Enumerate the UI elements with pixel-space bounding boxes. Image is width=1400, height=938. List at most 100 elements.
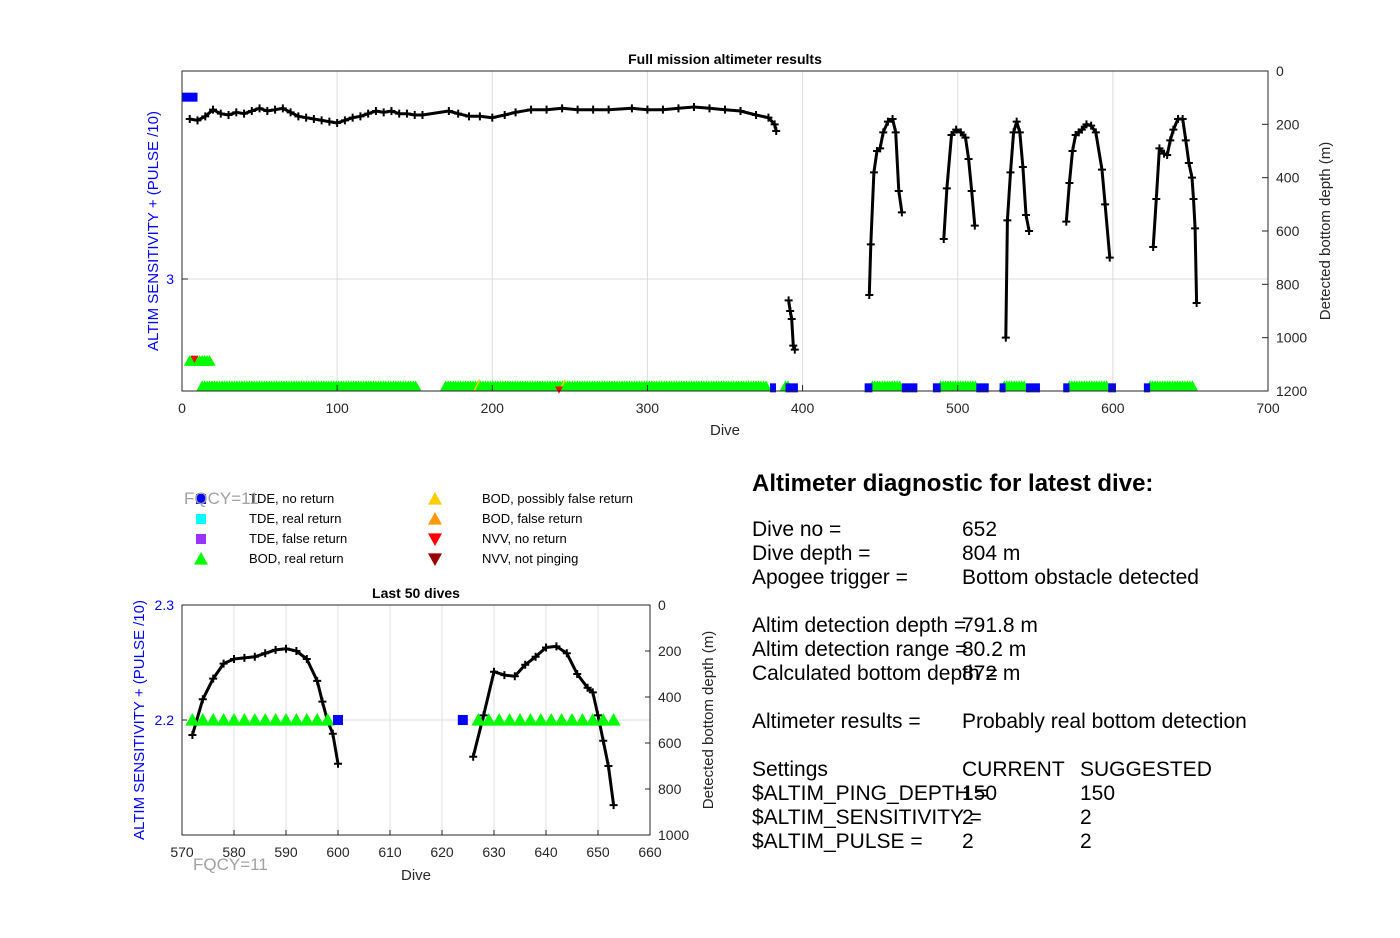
bottom-depth-point [1077,125,1086,134]
bottom-depth-point [1152,195,1161,203]
bod-real-marker [492,713,507,726]
y-tick-label-right: 1200 [1276,383,1307,399]
diagnostic-row: Apogee trigger = Bottom obstacle detected [752,566,1199,590]
legend-label: BOD, real return [249,551,344,566]
bottom-depth-point [475,112,484,121]
tde-no-return-marker [769,383,776,393]
bod-real-marker [554,713,569,726]
bottom-depth-point [356,112,365,121]
x-tick-label: 580 [222,844,246,860]
bottom-depth-point [787,315,796,323]
tde-no-return-marker [976,383,989,393]
bod-real-marker [481,713,496,726]
diagnostic-key: Altimeter results = [752,710,921,733]
bottom-depth-point [865,291,874,299]
bottom-depth-point [209,105,218,114]
bottom-depth-point [894,187,903,195]
bottom-depth-point [1015,128,1024,137]
x-tick-label: 570 [170,844,194,860]
bottom-depth-point [879,128,888,137]
y-tick-label-right: 400 [658,689,682,705]
legend: TDE, no return TDE, real return TDE, false… [194,491,633,566]
bottom-depth-point [1082,120,1091,129]
bottom-depth-point [869,168,878,177]
legend-marker [194,552,208,565]
bottom-depth-point [770,120,779,129]
bottom-depth-point [271,105,280,114]
bottom-depth-point [488,113,497,122]
bottom-depth-point [589,105,598,114]
diagnostic-key: Dive no = [752,518,842,541]
last-50-ylabel-right: Detected bottom depth (m) [700,631,717,809]
bottom-depth-point [402,109,411,118]
bottom-depth-point [292,647,301,655]
bod-real-marker [258,713,273,726]
bottom-depth-point [736,107,745,115]
nvv-no-return-marker [190,355,199,363]
bod-real-marker [471,713,486,726]
bottom-depth-point [294,112,303,121]
x-tick-label: 0 [178,400,186,416]
bottom-depth-point [552,642,561,651]
bottom-depth-point [967,187,976,195]
settings-key: $ALTIM_PULSE = [752,830,923,853]
bottom-depth-point [379,108,388,117]
x-tick-label: 700 [1256,400,1280,416]
bottom-depth-point [786,307,795,315]
legend-label: TDE, false return [249,531,347,546]
bottom-depth-point [261,649,270,658]
bottom-depth-point [387,107,396,115]
bottom-depth-point [970,221,979,230]
x-tick-label: 300 [636,400,660,416]
bottom-depth-point [588,688,597,697]
bod-real-marker [195,713,210,726]
bottom-depth-point [721,105,729,114]
bottom-depth-point [573,670,582,678]
y-tick-label-right: 800 [1276,276,1300,292]
diagnostic-key: Calculated bottom depth = [752,662,998,685]
bottom-depth-point [444,107,453,115]
legend-marker [196,534,206,544]
bottom-depth-point [395,109,404,118]
settings-key: $ALTIM_PING_DEPTH = [752,782,988,805]
bottom-depth-point [1184,159,1193,167]
bottom-depth-point [594,711,602,720]
legend-label: BOD, possibly false return [482,491,633,506]
bottom-depth-point [1025,227,1034,235]
bottom-depth-point [302,113,311,122]
legend-label: NVV, no return [482,531,567,546]
bottom-depth-point [1192,299,1201,307]
diagnostic-value: 804 m [962,542,1021,565]
bod-possibly-false-marker [473,379,481,393]
bottom-depth-point [1163,151,1172,159]
bottom-depth-point [888,115,897,123]
bottom-depth-point [247,107,256,115]
bottom-depth-point [772,127,781,135]
legend-marker [428,512,442,525]
y-tick-label-right: 1000 [658,827,689,843]
bottom-depth-point [263,107,272,115]
bottom-depth-point [1098,165,1106,174]
bottom-depth-point [1087,121,1096,130]
bottom-depth-point [1105,253,1114,262]
settings-suggested: 150 [1080,782,1116,805]
x-tick-label: 600 [1101,400,1125,416]
bottom-depth-point [1166,136,1175,145]
bod-real-marker [247,713,262,726]
y-tick-label-right: 600 [1276,223,1300,239]
diagnostic-value: 80.2 m [962,638,1027,661]
bottom-depth-point [1065,179,1074,187]
y-tick-label-right: 200 [1276,116,1300,132]
bottom-depth-point [271,645,280,654]
settings-row: $ALTIM_SENSITIVITY = 2 2 [752,806,1153,830]
bod-real-marker [320,713,335,726]
bod-real-marker [565,713,579,726]
last-50-ylabel-left: ALTIM SENSITIVITY + (PULSE /10) [131,600,148,840]
settings-current: 150 [962,782,998,805]
bottom-depth-point [418,111,427,119]
bottom-depth-point [609,801,618,810]
bottom-depth-point [689,103,698,111]
bottom-depth-point [334,759,342,768]
y-tick-label-right: 400 [1276,170,1300,186]
